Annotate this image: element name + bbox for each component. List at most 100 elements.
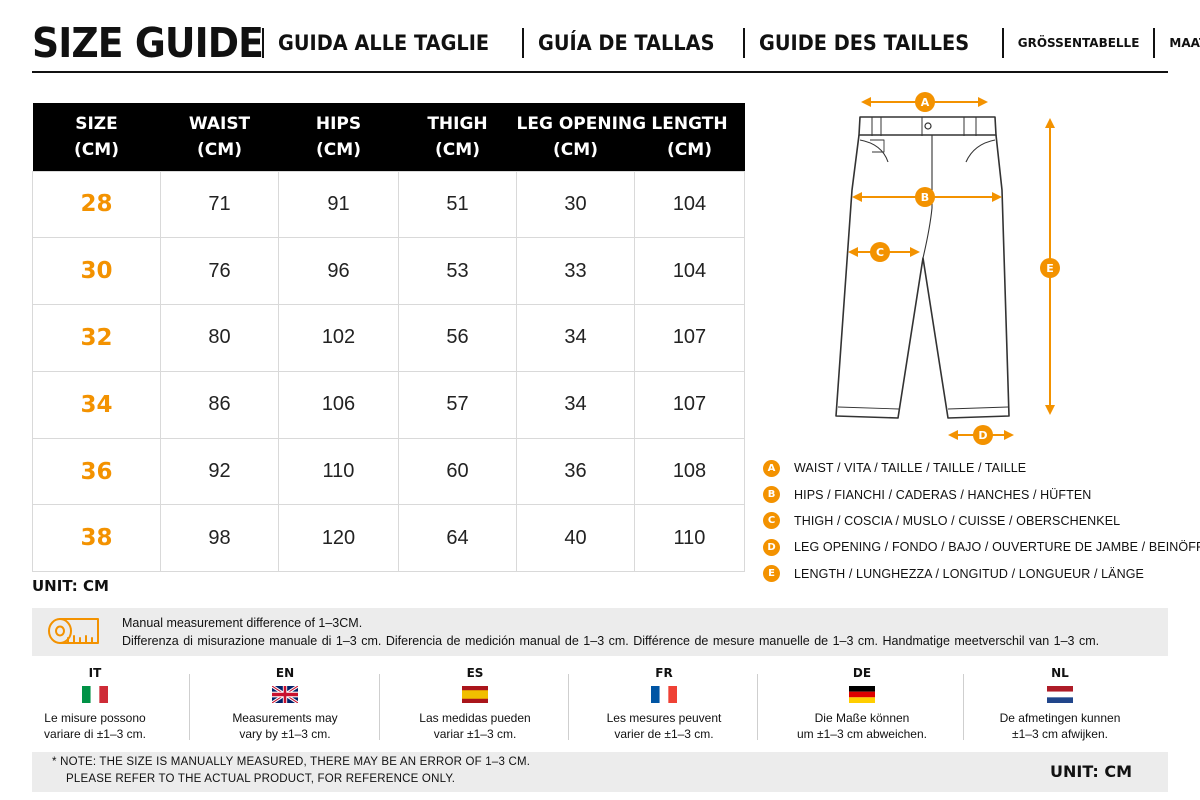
page-title: SIZE GUIDE — [32, 19, 264, 67]
hips-cell: 102 — [278, 304, 399, 372]
legend-item: C THIGH / COSCIA / MUSLO / CUISSE / OBER… — [763, 508, 1193, 534]
lang-text-line2: ±1–3 cm afwijken. — [1012, 727, 1108, 741]
table-row: 36 92 110 60 36 108 — [32, 437, 745, 506]
hips-cell: 106 — [278, 370, 399, 439]
title-divider — [262, 28, 264, 58]
thigh-cell: 53 — [398, 237, 517, 306]
legend-badge: D — [763, 538, 780, 556]
lang-divider — [189, 674, 190, 740]
leg-opening-cell: 40 — [516, 504, 635, 573]
legend-text: LEG OPENING / FONDO / BAJO / OUVERTURE D… — [794, 540, 1200, 555]
lang-note-en: EN Measurements may vary by ±1–3 cm. — [190, 666, 380, 742]
lang-text-line2: variare di ±1–3 cm. — [44, 727, 146, 741]
length-cell: 108 — [634, 437, 745, 506]
unit-label: UNIT: CM — [32, 577, 109, 595]
lang-divider — [379, 674, 380, 740]
length-cell: 104 — [634, 237, 745, 306]
waist-cell: 80 — [160, 304, 279, 372]
measuring-tape-icon — [48, 618, 99, 644]
column-header-hips: HIPS (CM) — [278, 103, 399, 171]
uk-flag-icon — [272, 686, 298, 703]
size-cell: 38 — [32, 504, 161, 573]
footer-note: * NOTE: THE SIZE IS MANUALLY MEASURED, T… — [32, 752, 1168, 792]
marker-e: E — [1046, 262, 1054, 275]
language-notes: IT Le misure possono variare di ±1–3 cm.… — [0, 666, 1200, 744]
lang-divider — [963, 674, 964, 740]
table-row: 28 71 91 51 30 104 — [32, 170, 745, 239]
lang-note-nl: NL De afmetingen kunnen ±1–3 cm afwijken… — [965, 666, 1155, 742]
lang-code: FR — [655, 666, 673, 680]
lang-code: DE — [852, 666, 872, 680]
waist-cell: 76 — [160, 237, 279, 306]
thigh-cell: 57 — [398, 370, 517, 439]
thigh-cell: 60 — [398, 437, 517, 506]
note-text-multilang: Differenza di misurazione manuale di 1–3… — [122, 634, 1100, 648]
pants-diagram: A B C D E — [835, 92, 1060, 445]
waist-cell: 92 — [160, 437, 279, 506]
subtitle-es: GUÍA DE TALLAS — [537, 31, 714, 55]
legend-item: B HIPS / FIANCHI / CADERAS / HANCHES / H… — [763, 481, 1193, 507]
measurement-note: Manual measurement difference of 1–3CM. … — [32, 608, 1168, 656]
italy-flag-icon — [82, 686, 108, 703]
size-cell: 30 — [32, 237, 161, 306]
leg-opening-cell: 34 — [516, 370, 635, 439]
title-divider — [1153, 28, 1156, 58]
lang-note-fr: FR Les mesures peuvent varier de ±1–3 cm… — [569, 666, 759, 742]
size-cell: 28 — [32, 170, 161, 239]
title-divider — [1001, 28, 1004, 58]
length-cell: 107 — [634, 304, 745, 372]
leg-opening-cell: 33 — [516, 237, 635, 306]
legend-badge: E — [763, 565, 780, 583]
lang-text-line2: varier de ±1–3 cm. — [614, 727, 714, 741]
size-table: SIZE (CM) WAIST (CM) HIPS (CM) THIGH (CM) LE… — [32, 103, 745, 573]
marker-c: C — [876, 246, 884, 259]
lang-text-line1: Die Maße können — [814, 711, 910, 725]
subtitle-it: GUIDA ALLE TAGLIE — [278, 31, 490, 55]
note-text-en: Manual measurement difference of 1–3CM. — [122, 616, 363, 630]
legend-item: D LEG OPENING / FONDO / BAJO / OUVERTURE… — [763, 534, 1200, 560]
leg-opening-cell: 30 — [516, 170, 635, 239]
header-rule — [32, 71, 1168, 73]
length-cell: 104 — [634, 170, 745, 239]
legend-item: E LENGTH / LUNGHEZZA / LONGITUD / LONGUE… — [763, 561, 1193, 587]
waist-cell: 86 — [160, 370, 279, 439]
lang-code: EN — [275, 666, 295, 680]
lang-text-line2: um ±1–3 cm abweichen. — [797, 727, 927, 741]
legend-text: LENGTH / LUNGHEZZA / LONGITUD / LONGUEUR… — [794, 566, 1144, 581]
legend-badge: B — [763, 486, 780, 504]
leg-opening-cell: 34 — [516, 304, 635, 372]
legend-badge: C — [763, 512, 780, 530]
hips-cell: 120 — [278, 504, 399, 573]
footer-note-line1: * NOTE: THE SIZE IS MANUALLY MEASURED, T… — [52, 756, 531, 768]
legend-item: A WAIST / VITA / TAILLE / TAILLE / TAILL… — [763, 455, 1193, 481]
waist-cell: 71 — [160, 170, 279, 239]
size-cell: 34 — [32, 370, 161, 439]
lang-code: NL — [1051, 666, 1069, 680]
thigh-cell: 51 — [398, 170, 517, 239]
table-row: 32 80 102 56 34 107 — [32, 304, 745, 372]
lang-text-line1: De afmetingen kunnen — [999, 711, 1121, 725]
table-row: 30 76 96 53 33 104 — [32, 237, 745, 306]
lang-divider — [568, 674, 569, 740]
table-row: 34 86 106 57 34 107 — [32, 370, 745, 439]
legend-text: WAIST / VITA / TAILLE / TAILLE / TAILLE — [794, 461, 1027, 476]
table-row: 38 98 120 64 40 110 — [32, 504, 745, 573]
lang-text-line1: Las medidas pueden — [419, 711, 531, 725]
title-divider — [521, 28, 524, 58]
lang-note-es: ES Las medidas pueden variar ±1–3 cm. — [380, 666, 570, 742]
lang-text-line1: Measurements may — [232, 711, 338, 725]
lang-note-de: DE Die Maße können um ±1–3 cm abweichen. — [767, 666, 957, 742]
length-cell: 110 — [634, 504, 745, 573]
hips-cell: 110 — [278, 437, 399, 506]
lang-code: IT — [88, 666, 102, 680]
lang-text-line1: Le misure possono — [44, 711, 146, 725]
column-header-leg-opening: LEG OPENING (CM) — [516, 103, 646, 171]
thigh-cell: 64 — [398, 504, 517, 573]
hips-cell: 96 — [278, 237, 399, 306]
column-header-size: SIZE (CM) — [32, 103, 161, 171]
waist-cell: 98 — [160, 504, 279, 573]
column-header-length: LENGTH (CM) — [634, 103, 745, 171]
marker-a: A — [921, 96, 930, 109]
column-header-waist: WAIST (CM) — [160, 103, 279, 171]
header: SIZE GUIDE GUIDA ALLE TAGLIE GUÍA DE TAL… — [32, 14, 1200, 72]
